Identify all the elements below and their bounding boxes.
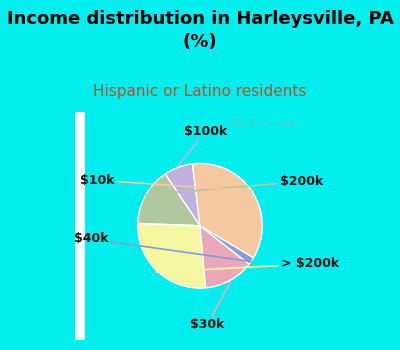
Bar [78, 112, 84, 340]
Bar [78, 112, 83, 340]
Bar [78, 112, 83, 340]
Bar [79, 112, 84, 340]
Bar [77, 112, 82, 340]
Bar [80, 112, 85, 340]
Wedge shape [165, 164, 200, 226]
Bar [78, 112, 83, 340]
Bar [76, 112, 82, 340]
Bar [78, 112, 83, 340]
Wedge shape [192, 163, 262, 258]
Text: City-Data.com: City-Data.com [230, 119, 294, 128]
Bar [79, 112, 84, 340]
Bar [78, 112, 83, 340]
Bar [76, 112, 81, 340]
Bar [80, 112, 85, 340]
Wedge shape [200, 226, 249, 288]
Bar [78, 112, 84, 340]
Bar [77, 112, 82, 340]
Bar [80, 112, 85, 340]
Bar [78, 112, 83, 340]
Bar [75, 112, 80, 340]
Bar [79, 112, 84, 340]
Bar [76, 112, 80, 340]
Text: > $200k: > $200k [156, 257, 339, 272]
Text: $30k: $30k [190, 282, 230, 331]
Text: $200k: $200k [144, 175, 323, 195]
Bar [76, 112, 81, 340]
Bar [76, 112, 81, 340]
Bar [76, 112, 80, 340]
Bar [75, 112, 80, 340]
Text: $100k: $100k [178, 125, 228, 166]
Bar [78, 112, 83, 340]
Bar [77, 112, 82, 340]
Bar [80, 112, 85, 340]
Bar [77, 112, 82, 340]
Wedge shape [138, 174, 200, 226]
Bar [77, 112, 82, 340]
Bar [79, 112, 84, 340]
Text: $40k: $40k [74, 232, 253, 262]
Wedge shape [200, 226, 254, 264]
Bar [79, 112, 84, 340]
Bar [76, 112, 82, 340]
Bar [78, 112, 82, 340]
Bar [79, 112, 84, 340]
Bar [79, 112, 84, 340]
Bar [77, 112, 82, 340]
Bar [78, 112, 82, 340]
Text: Hispanic or Latino residents: Hispanic or Latino residents [93, 84, 307, 99]
Bar [77, 112, 82, 340]
Bar [76, 112, 81, 340]
Text: $10k: $10k [80, 174, 254, 191]
Bar [78, 112, 83, 340]
Bar [80, 112, 84, 340]
Bar [77, 112, 82, 340]
Bar [76, 112, 81, 340]
Bar [79, 112, 84, 340]
Bar [80, 112, 85, 340]
Bar [76, 112, 81, 340]
Bar [76, 112, 81, 340]
Bar [80, 112, 85, 340]
Bar [80, 112, 84, 340]
Wedge shape [138, 224, 206, 288]
Bar [76, 112, 81, 340]
Text: Income distribution in Harleysville, PA
(%): Income distribution in Harleysville, PA … [6, 10, 394, 51]
